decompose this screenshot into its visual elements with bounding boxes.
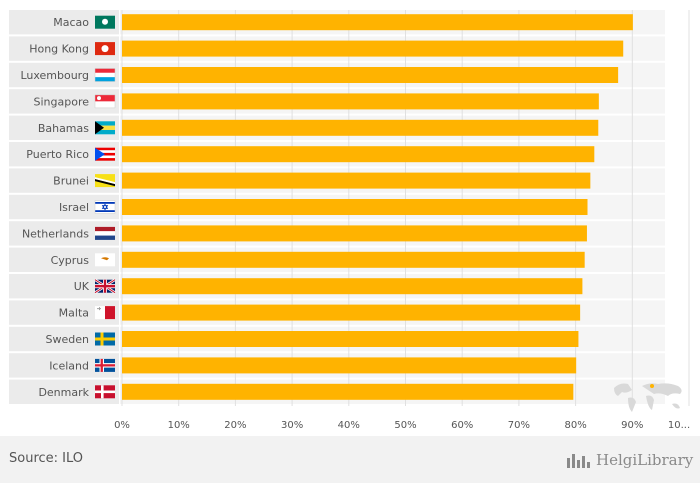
- bar: [122, 146, 595, 163]
- puerto-rico-flag-icon: [95, 147, 115, 161]
- bar: [122, 278, 583, 295]
- x-tick-label: 0%: [114, 420, 130, 431]
- category-label: Denmark: [38, 386, 89, 399]
- category-label: Brunei: [53, 175, 89, 188]
- x-tick-label: 30%: [281, 420, 303, 431]
- bar: [122, 383, 574, 400]
- category-label: Singapore: [34, 95, 90, 108]
- bar: [122, 199, 588, 215]
- category-label: Luxembourg: [20, 69, 89, 82]
- x-tick-label: 10%: [168, 420, 190, 431]
- luxembourg-flag-icon: [94, 68, 116, 82]
- logo-text: HelgiLibrary: [596, 451, 694, 469]
- world-map-icon: [614, 383, 682, 412]
- bar: [122, 40, 624, 57]
- iceland-flag-icon: [95, 358, 115, 372]
- x-tick-label: 60%: [451, 420, 473, 431]
- bar: [122, 93, 599, 110]
- bahamas-flag-icon: [95, 121, 115, 135]
- x-tick-label: 10...: [668, 420, 690, 431]
- singapore-flag-icon: [94, 94, 116, 109]
- logo-bars-icon: [567, 454, 590, 468]
- category-label: Sweden: [46, 333, 89, 346]
- hong-kong-flag-icon: [95, 42, 115, 56]
- category-label: Iceland: [49, 359, 89, 372]
- bar: [122, 67, 619, 83]
- uk-flag-icon: [94, 278, 116, 294]
- category-label: Puerto Rico: [26, 148, 89, 161]
- x-tick-label: 70%: [508, 420, 530, 431]
- category-label: Malta: [59, 307, 89, 320]
- denmark-flag-icon: [95, 385, 115, 399]
- sweden-flag-icon: [95, 332, 115, 346]
- helgilibrary-logo[interactable]: HelgiLibrary: [566, 448, 693, 472]
- category-label: UK: [74, 280, 90, 293]
- bar: [122, 172, 591, 189]
- x-tick-label: 80%: [564, 420, 586, 431]
- bar: [122, 225, 587, 242]
- category-label: Netherlands: [22, 227, 89, 240]
- cyprus-flag-icon: [95, 253, 115, 267]
- brunei-flag-icon: [95, 174, 115, 188]
- bar: [122, 14, 633, 31]
- category-label: Cyprus: [51, 254, 90, 267]
- x-tick-label: 40%: [338, 420, 360, 431]
- category-label: Macao: [53, 16, 89, 29]
- x-tick-label: 20%: [224, 420, 246, 431]
- malta-flag-icon: [95, 306, 115, 320]
- bar-chart: Macao Hong Kong Luxembourg Singapore Bahamas…: [9, 10, 690, 431]
- source-note: Source: ILO: [9, 451, 84, 466]
- x-tick-label: 50%: [394, 420, 416, 431]
- netherlands-flag-icon: [95, 226, 115, 240]
- bar: [122, 304, 581, 321]
- bar: [122, 251, 585, 268]
- bar: [122, 331, 579, 347]
- bar: [122, 357, 577, 374]
- x-tick-label: 90%: [621, 420, 643, 431]
- category-label: Bahamas: [38, 122, 89, 135]
- bar: [122, 119, 599, 136]
- macao-flag-icon: [95, 15, 115, 29]
- category-label: Israel: [59, 201, 89, 214]
- category-label: Hong Kong: [29, 43, 89, 56]
- israel-flag-icon: [94, 200, 116, 214]
